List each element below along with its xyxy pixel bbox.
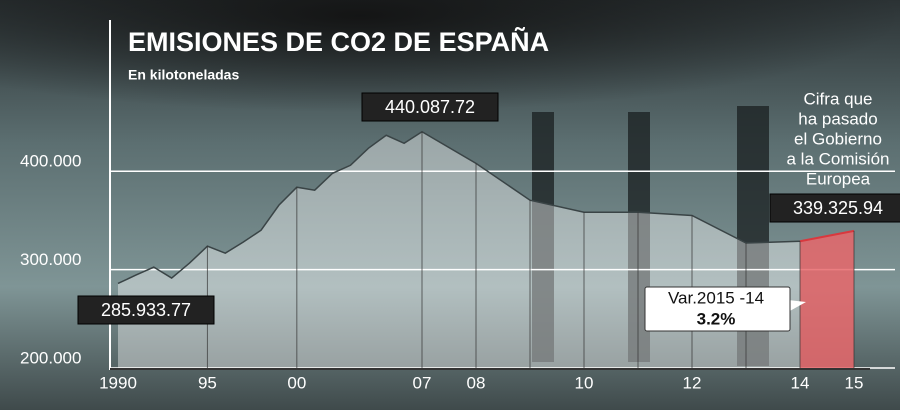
value-label: 285.933.77 [101,300,191,320]
annotation: Europea [806,169,871,188]
x-tick-label: 07 [413,373,432,392]
annotation: el Gobierno [794,129,882,148]
callout-label: Var.2015 -14 [668,288,764,307]
annotation: ha pasado [798,109,877,128]
value-label-box [769,193,900,223]
x-tick-label: 00 [287,373,306,392]
annotation: a la Comisión [787,149,890,168]
callout-box [644,286,791,332]
y-tick-label: 200.000 [20,348,81,367]
x-tick-label: 08 [467,373,486,392]
area [118,131,800,368]
highlight-line [799,229,855,243]
value-label: 339.325.94 [793,198,883,218]
x-tick-label: 95 [198,373,217,392]
x-tick-label: 15 [845,373,864,392]
callout-pointer [788,300,806,312]
highlight-area [800,230,854,368]
y-tick-label: 400.000 [20,152,81,171]
callout-value: 3.2% [697,309,736,328]
annotation: Cifra que [804,89,873,108]
y-tick-label: 300.000 [20,250,81,269]
x-tick-label: 10 [575,373,594,392]
value-label: 440.087.72 [385,97,475,117]
x-tick-label: 12 [683,373,702,392]
value-label-box [77,295,215,325]
chimney [532,112,554,362]
chart-subtitle: En kilotoneladas [128,67,239,83]
x-tick-label: 1990 [99,373,137,392]
chart-title: EMISIONES DE CO2 DE ESPAÑA [128,26,549,57]
value-label-box [361,92,499,122]
x-tick-label: 14 [791,373,810,392]
